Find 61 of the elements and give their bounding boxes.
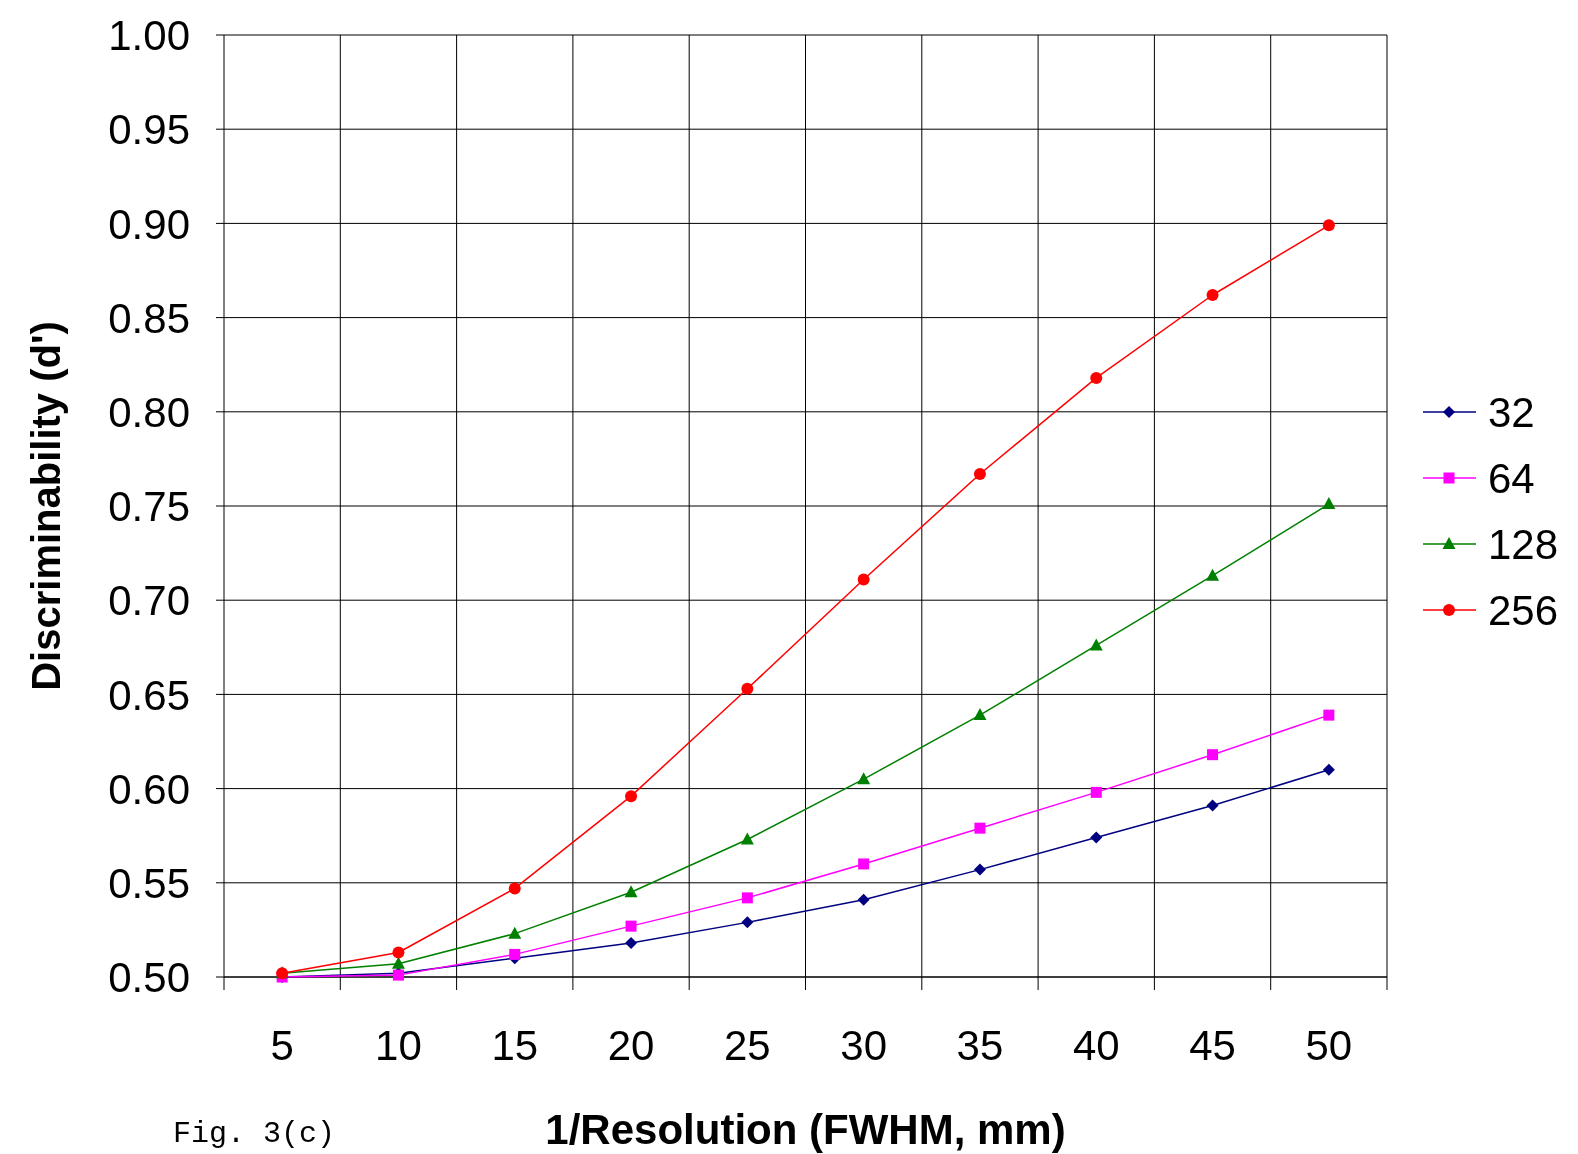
point — [1090, 786, 1102, 798]
legend-label: 64 — [1488, 455, 1535, 503]
point — [857, 772, 871, 785]
y-tick-label: 0.55 — [108, 859, 190, 907]
y-tick-label: 0.50 — [108, 954, 190, 1002]
point — [1323, 709, 1335, 721]
point — [1322, 497, 1336, 510]
point — [973, 467, 986, 480]
point — [741, 892, 753, 904]
legend-label: 128 — [1488, 521, 1559, 569]
point — [625, 790, 638, 803]
point — [857, 573, 870, 586]
point — [858, 858, 870, 870]
caption: Fig. 3(c) — [173, 1117, 336, 1151]
x-tick-label: 5 — [270, 1022, 294, 1069]
point — [1206, 568, 1220, 581]
x-tick-label: 40 — [1072, 1022, 1120, 1069]
point — [741, 916, 754, 929]
point — [1322, 219, 1335, 232]
y-tick-label: 0.75 — [108, 483, 190, 531]
x-tick-label: 25 — [723, 1022, 771, 1069]
y-tick-label: 1.00 — [108, 12, 190, 60]
point — [1207, 749, 1219, 761]
point — [1090, 371, 1103, 384]
x-tick-label: 20 — [607, 1022, 655, 1069]
point — [973, 863, 986, 876]
x-tick-label: 35 — [956, 1022, 1004, 1069]
y-tick-label: 0.85 — [108, 294, 190, 342]
point — [1089, 638, 1103, 651]
point — [508, 926, 522, 939]
point — [624, 885, 638, 898]
y-tick-label: 0.90 — [108, 200, 190, 248]
point — [391, 956, 405, 969]
x-tick-label: 30 — [840, 1022, 888, 1069]
point — [974, 822, 986, 834]
point — [625, 937, 638, 950]
x-axis-title: 1/Resolution (FWHM, mm) — [545, 1106, 1066, 1153]
y-axis-title: Discriminability (d') — [24, 321, 68, 691]
point — [1206, 799, 1219, 812]
x-tick-label: 10 — [375, 1022, 422, 1069]
legend-label: 256 — [1488, 587, 1559, 635]
x-tick-label: 45 — [1189, 1022, 1236, 1069]
point — [508, 882, 521, 895]
y-tick-label: 0.60 — [108, 765, 190, 813]
y-tick-label: 0.95 — [108, 106, 190, 154]
point — [1206, 288, 1219, 301]
point — [741, 682, 754, 695]
x-tick-label: 15 — [491, 1022, 539, 1069]
point — [1322, 763, 1335, 776]
x-tick-label: 50 — [1305, 1022, 1353, 1069]
y-tick-label: 0.80 — [108, 388, 190, 436]
point — [740, 832, 754, 845]
point — [509, 948, 521, 960]
point — [1090, 831, 1103, 844]
point — [625, 920, 637, 932]
point — [857, 893, 870, 906]
point — [973, 708, 987, 721]
legend-label: 32 — [1488, 389, 1535, 437]
y-tick-label: 0.65 — [108, 671, 190, 719]
point — [392, 946, 405, 959]
y-tick-label: 0.70 — [108, 577, 190, 625]
